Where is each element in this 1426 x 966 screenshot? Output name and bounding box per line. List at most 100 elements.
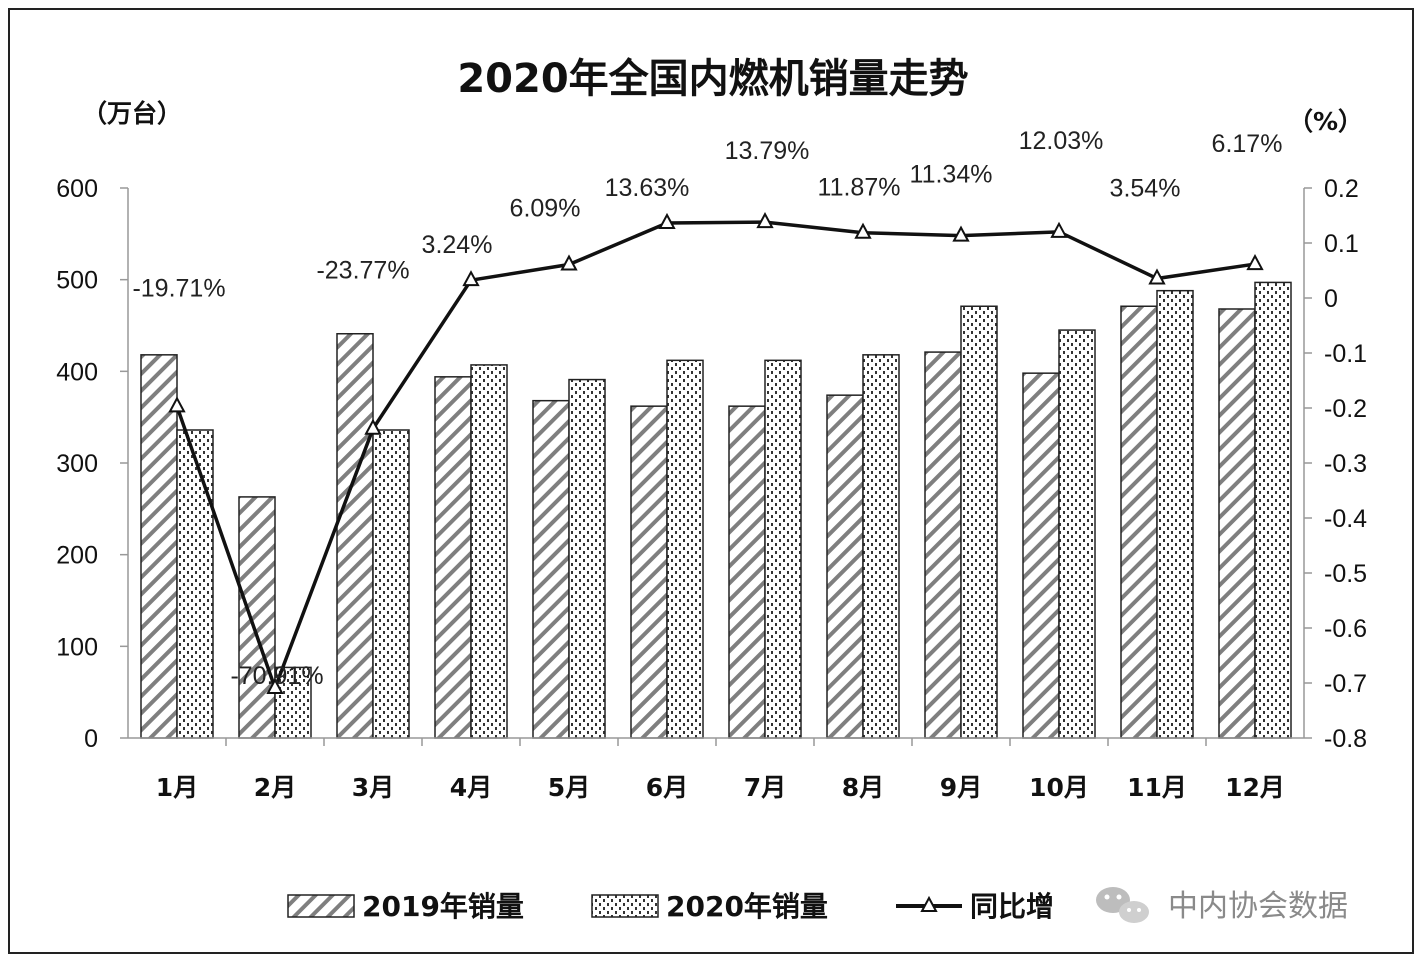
growth-marker [854, 222, 872, 239]
growth-data-label: 11.34% [910, 161, 993, 189]
left-axis-unit: （万台） [82, 99, 182, 128]
category-label: 9月 [940, 773, 982, 802]
bar-2020 [960, 305, 998, 739]
left-axis-ticks: 0 100 200 300 400 500 600 [56, 175, 98, 753]
growth-labels: -19.71% -70.91% -23.77% 3.24% 6.09% 13.63% 13.… [132, 127, 1282, 690]
right-tick-label: -0.2 [1324, 395, 1367, 423]
growth-line-group [168, 212, 1264, 695]
bar-2019 [336, 333, 374, 739]
category-label: 12月 [1225, 773, 1285, 802]
chart-frame: 2020年全国内燃机销量走势 （万台） （%） 0 100 200 300 400 500… [8, 8, 1414, 954]
category-label: 11月 [1127, 773, 1187, 802]
growth-marker [1148, 268, 1166, 285]
legend-swatch-2019 [287, 894, 355, 918]
category-label: 5月 [548, 773, 590, 802]
right-tick-label: 0 [1324, 285, 1338, 313]
category-label: 2月 [254, 773, 296, 802]
right-axis-ticks: -0.8 -0.7 -0.6 -0.5 -0.4 -0.3 -0.2 -0.1 0 0.1 0.2 [1324, 175, 1367, 753]
right-tick-label: -0.6 [1324, 615, 1367, 643]
left-tick-label: 0 [84, 725, 98, 753]
growth-data-label: 3.24% [422, 231, 493, 259]
bar-2019 [630, 405, 668, 739]
left-tick-label: 500 [56, 267, 98, 295]
growth-marker [266, 677, 284, 695]
bar-2020 [764, 359, 802, 739]
bar-2019 [532, 399, 570, 739]
watermark: 中内协会数据 [1096, 887, 1348, 924]
bar-2019 [826, 394, 864, 739]
legend-label-growth: 同比增 [970, 890, 1054, 923]
left-tick-label: 400 [56, 358, 98, 386]
bar-2020 [1058, 329, 1096, 739]
bar-2019 [434, 376, 472, 739]
growth-marker [756, 212, 774, 229]
growth-data-label: 13.79% [725, 137, 810, 165]
bar-2019 [1120, 305, 1158, 739]
growth-marker [364, 418, 382, 435]
growth-data-label: 6.17% [1212, 130, 1283, 158]
bar-2019 [924, 351, 962, 739]
watermark-text: 中内协会数据 [1168, 889, 1348, 924]
right-tick-label: -0.7 [1324, 670, 1367, 698]
right-tick-label: -0.8 [1324, 725, 1367, 753]
category-label: 6月 [646, 773, 688, 802]
growth-data-label: 11.87% [818, 174, 901, 202]
growth-data-label: 13.63% [605, 174, 690, 202]
left-tick-label: 100 [56, 633, 98, 661]
bar-2020 [176, 429, 214, 739]
left-tick-label: 600 [56, 175, 98, 203]
category-label: 4月 [450, 773, 492, 802]
growth-marker [658, 212, 676, 230]
category-label: 3月 [352, 773, 394, 802]
bar-2020 [274, 666, 312, 739]
legend-label-2019: 2019年销量 [362, 890, 524, 923]
growth-data-label: -19.71% [132, 274, 225, 302]
right-tick-label: 0.1 [1324, 230, 1359, 258]
growth-marker [462, 270, 480, 287]
left-tick-label: 300 [56, 450, 98, 478]
wechat-logo-icon [1096, 887, 1149, 923]
bar-2020 [862, 354, 900, 739]
growth-marker [1050, 221, 1068, 238]
legend-label-2020: 2020年销量 [666, 890, 828, 923]
category-label: 10月 [1029, 773, 1089, 802]
bar-2020 [666, 359, 704, 739]
growth-data-label: -70.91% [230, 662, 323, 690]
bar-2020 [568, 378, 606, 739]
category-label: 1月 [156, 773, 198, 802]
growth-marker [560, 254, 578, 271]
legend-line-marker [920, 895, 938, 912]
bar-2019 [238, 496, 276, 739]
growth-marker [168, 396, 186, 413]
right-tick-label: -0.4 [1324, 505, 1367, 533]
legend: 2019年销量 2020年销量 同比增 [287, 890, 1054, 923]
growth-data-label: 6.09% [510, 195, 581, 223]
bar-2019 [1218, 308, 1256, 739]
chart-svg: 2020年全国内燃机销量走势 （万台） （%） 0 100 200 300 400 500… [56, 56, 1367, 924]
bar-2020 [1254, 281, 1292, 739]
right-axis-unit: （%） [1288, 107, 1363, 136]
category-labels: 1月 2月 3月 4月 5月 6月 7月 8月 9月 10月 11月 12月 [156, 773, 1285, 802]
axes [120, 187, 1312, 746]
left-tick-label: 200 [56, 542, 98, 570]
chart-title: 2020年全国内燃机销量走势 [457, 56, 968, 102]
bars-group [140, 281, 1292, 739]
right-tick-label: 0.2 [1324, 175, 1359, 203]
growth-data-label: 3.54% [1110, 175, 1181, 203]
growth-line [175, 220, 1256, 694]
category-label: 7月 [744, 773, 786, 802]
right-tick-label: -0.5 [1324, 560, 1367, 588]
growth-marker [1246, 253, 1264, 271]
right-tick-label: -0.3 [1324, 450, 1367, 478]
category-label: 8月 [842, 773, 884, 802]
bar-2020 [372, 429, 410, 739]
right-tick-label: -0.1 [1324, 340, 1367, 368]
bar-2020 [1156, 289, 1194, 739]
growth-data-label: -23.77% [316, 257, 409, 285]
legend-swatch-2020 [591, 894, 659, 918]
bar-2019 [140, 354, 178, 739]
bar-2020 [470, 364, 508, 739]
growth-marker [952, 225, 970, 242]
growth-data-label: 12.03% [1019, 127, 1104, 155]
bar-2019 [728, 405, 766, 739]
